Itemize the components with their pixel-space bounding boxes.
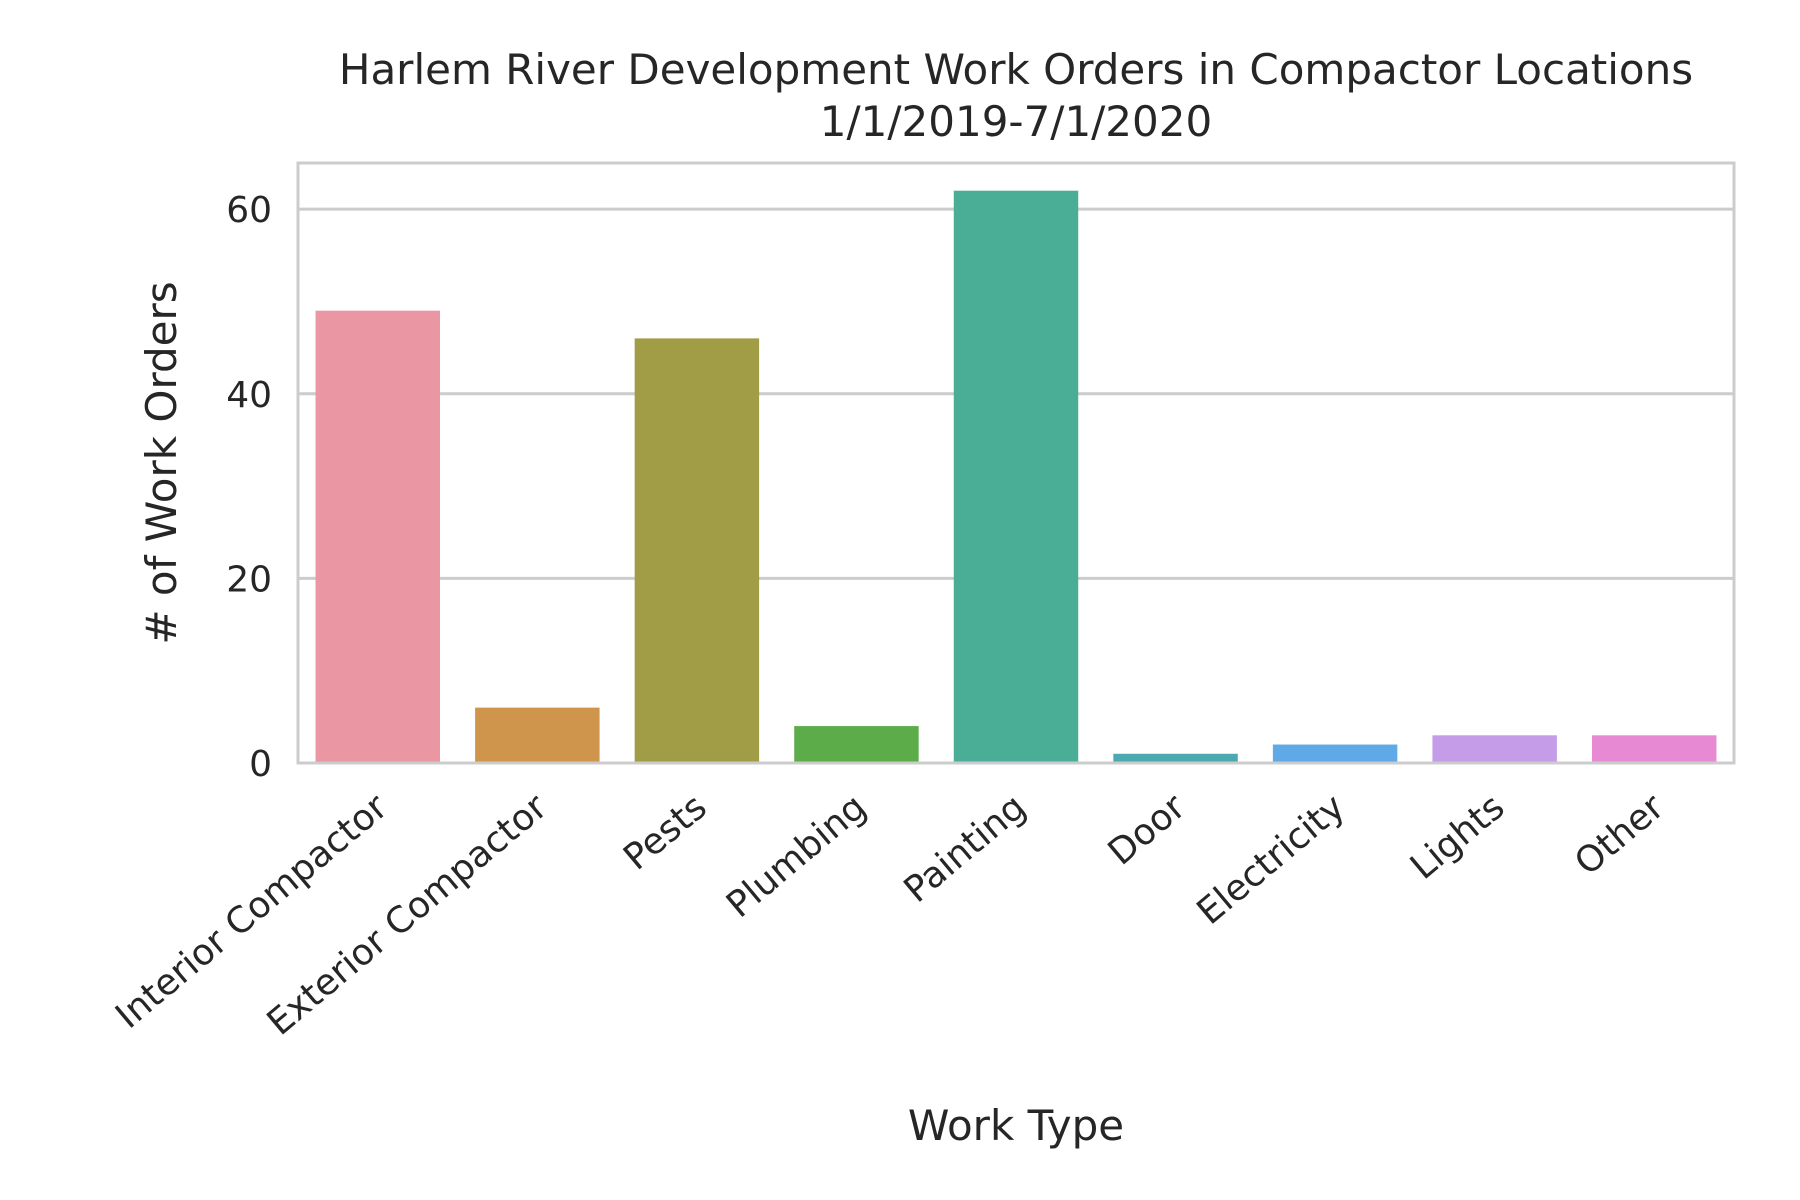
bar-interior-compactor: [315, 310, 441, 763]
bar-exterior-compactor: [475, 707, 600, 763]
bar-plumbing: [794, 726, 919, 763]
y-tick-label: 20: [226, 559, 272, 600]
bar-door: [1113, 753, 1238, 763]
bar-electricity: [1272, 744, 1398, 763]
plot-frame: [296, 161, 1736, 765]
bar-lights: [1432, 735, 1557, 763]
y-tick-label: 40: [226, 375, 272, 416]
chart-title-line1: Harlem River Development Work Orders in …: [339, 45, 1693, 94]
y-tick-labels: 0 20 40 60: [226, 190, 272, 785]
y-tick-label: 60: [226, 190, 272, 231]
bar-painting: [953, 190, 1079, 763]
bars: [315, 190, 1717, 763]
y-tick-label: 0: [249, 744, 272, 785]
y-axis-label: # of Work Orders: [137, 281, 186, 644]
chart-title-line2: 1/1/2019-7/1/2020: [820, 97, 1212, 146]
x-axis-label: Work Type: [908, 1101, 1124, 1150]
bar-other: [1591, 735, 1717, 763]
bar-pests: [634, 338, 760, 763]
